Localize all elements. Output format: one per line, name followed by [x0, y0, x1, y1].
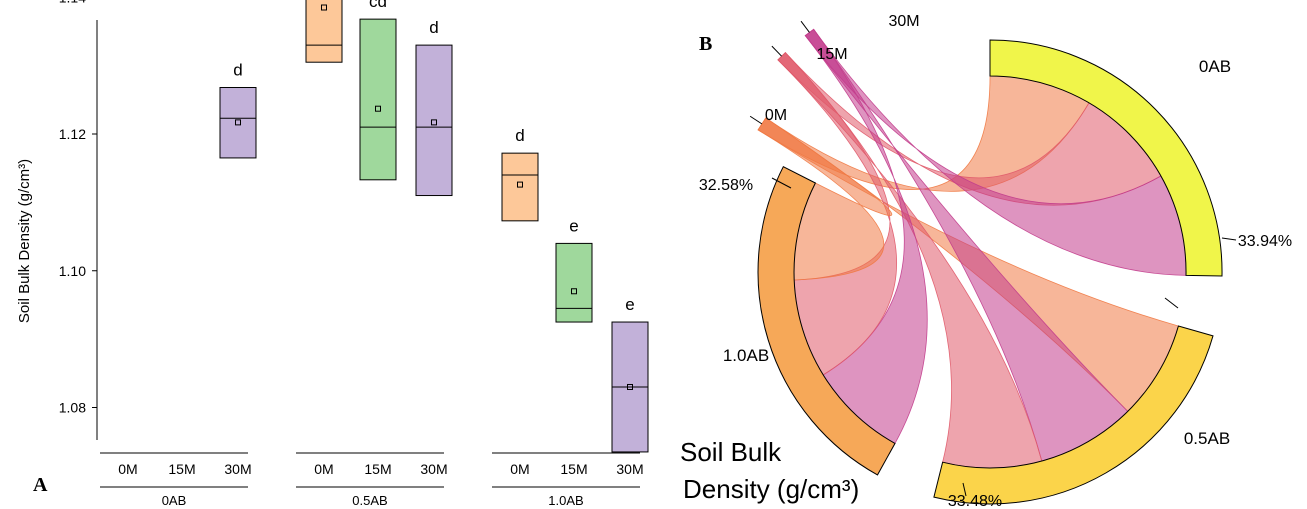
arc-end-tick [1221, 237, 1237, 241]
x-tick-label: 30M [420, 461, 447, 477]
box-mean-marker [517, 181, 523, 188]
x-tick-label: 0M [314, 461, 333, 477]
x-tick-label: 15M [364, 461, 391, 477]
source-tick-15M [771, 45, 782, 57]
significance-letter: d [429, 18, 438, 37]
box-mean-marker [571, 288, 577, 295]
target-label-0AB: 0AB [1199, 57, 1231, 76]
chord-title-line1: Soil Bulk [680, 437, 782, 467]
x-tick-label: 15M [168, 461, 195, 477]
arc-end-tick [771, 177, 792, 189]
box-chart-panel: Soil Bulk Density (g/cm³) 1.08 1.10 1.12 1.… [16, 0, 649, 508]
box-mean-marker [321, 4, 327, 11]
y-tick-label: 1.08 [59, 400, 86, 416]
significance-letter: cd [369, 0, 387, 11]
group-label: 0AB [162, 493, 187, 508]
arc-1.0AB [757, 166, 896, 476]
box-mean-marker [375, 105, 381, 112]
panel-label-b: B [699, 33, 712, 55]
box-0.5AB-15M: cd [359, 0, 397, 181]
y-tick-label: 1.14 [59, 0, 86, 5]
target-percent-0.5AB: 33.48% [948, 493, 1002, 509]
target-label-1.0AB: 1.0AB [723, 346, 769, 365]
target-percent-0AB: 33.94% [1238, 233, 1292, 250]
arc-end-tick [962, 482, 967, 497]
box-body [359, 18, 397, 181]
panel-label-a: A [33, 474, 48, 496]
box-body [555, 242, 593, 323]
chord-arcs [749, 20, 1223, 505]
box-1.0AB-30M: e [611, 295, 649, 453]
box-plots: aabdbccdddee [219, 0, 649, 453]
box-body [501, 152, 539, 222]
source-tick-30M [800, 20, 810, 33]
y-tick-label: 1.12 [59, 126, 86, 142]
x-tick-label: 0M [510, 461, 529, 477]
significance-letter: d [233, 61, 242, 80]
box-0.5AB-30M: d [415, 18, 453, 197]
significance-letter: e [569, 216, 578, 235]
box-1.0AB-15M: e [555, 216, 593, 323]
arc-0.5AB [933, 325, 1214, 505]
x-tick-label: 30M [224, 461, 251, 477]
box-body [219, 87, 257, 159]
box-body [305, 0, 343, 63]
x-axis: 0M 15M 30M 0AB 0M 15M 30M 0.5AB 0M 15M 30M 1.0AB [100, 452, 644, 508]
chord-title-line2: Density (g/cm³) [683, 474, 859, 504]
chord-ribbons [757, 28, 1187, 469]
arc-end-tick [1164, 297, 1179, 309]
target-percent-1.0AB: 32.58% [699, 177, 753, 194]
box-mean-marker [431, 119, 437, 126]
source-label-15M: 15M [816, 46, 847, 63]
x-tick-label: 30M [616, 461, 643, 477]
box-mean-marker [235, 119, 241, 126]
chord-labels: 0M 15M 30M 0AB 33.94% 0.5AB 33.48% 1.0AB 32.58% [699, 13, 1292, 509]
significance-letter: d [515, 126, 524, 145]
box-mean-marker [627, 383, 633, 390]
arc-0AB [989, 39, 1223, 277]
box-0AB-30M: d [219, 61, 257, 159]
group-label: 1.0AB [548, 493, 583, 508]
y-axis-ticks: 1.081.101.121.141.16 [59, 0, 97, 416]
target-label-0.5AB: 0.5AB [1184, 429, 1230, 448]
x-tick-label: 0M [118, 461, 137, 477]
source-tick-0M [749, 115, 763, 125]
box-1.0AB-0M: d [501, 126, 539, 222]
box-0.5AB-0M: bc [305, 0, 343, 63]
group-label: 0.5AB [352, 493, 387, 508]
y-tick-label: 1.10 [59, 263, 86, 279]
y-axis-label: Soil Bulk Density (g/cm³) [16, 159, 33, 323]
chord-diagram-panel: B 0M 15M 30M 0AB 33.94% 0.5AB 33.48% 1.0AB 32.58… [680, 13, 1292, 509]
significance-letter: e [625, 295, 634, 314]
source-label-0M: 0M [765, 107, 787, 124]
source-label-30M: 30M [888, 13, 919, 30]
x-tick-label: 15M [560, 461, 587, 477]
